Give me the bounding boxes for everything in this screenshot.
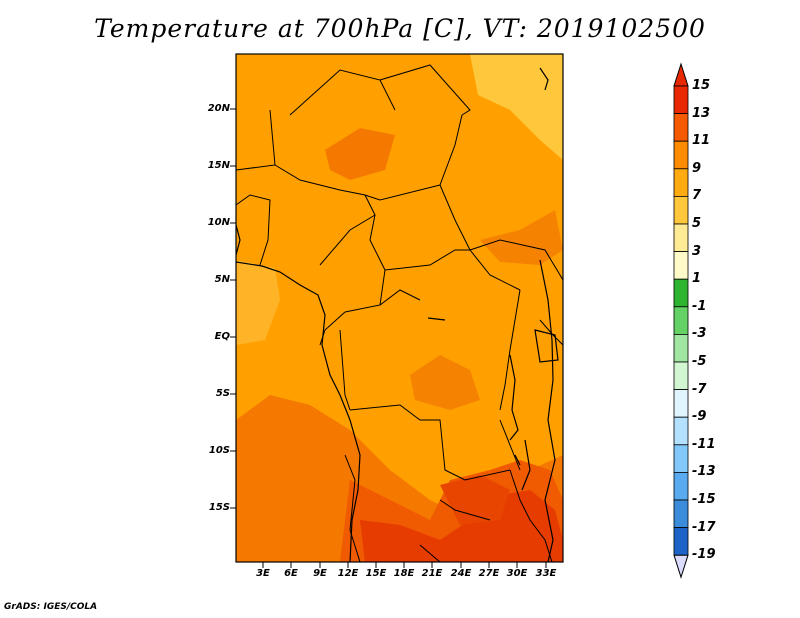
colorbar-label: -15 xyxy=(692,492,716,507)
colorbar-swatch xyxy=(673,113,689,142)
lon-label: 27E xyxy=(478,568,500,579)
colorbar-swatch xyxy=(673,306,689,335)
colorbar-swatch xyxy=(673,416,689,446)
colorbar-swatch xyxy=(673,361,689,391)
lat-label: 5S xyxy=(215,388,230,399)
lon-label: 15E xyxy=(365,568,387,579)
lakes xyxy=(427,67,559,491)
country-borders xyxy=(236,64,563,562)
zone-cool-west-coast xyxy=(236,260,280,345)
colorbar-label: -11 xyxy=(692,436,716,452)
lat-label: 20N xyxy=(207,103,230,114)
lat-label: 15S xyxy=(208,502,230,513)
coastlines xyxy=(236,224,556,562)
colorbar xyxy=(673,62,689,579)
figure-title: Temperature at 700hPa [C], VT: 201910250… xyxy=(94,14,706,43)
zone-cool-northeast xyxy=(470,54,563,160)
colorbar-label: 11 xyxy=(692,133,711,149)
colorbar-label: -19 xyxy=(692,547,716,563)
lon-ticks xyxy=(262,562,547,568)
zone-warm-center xyxy=(410,355,480,410)
colorbar-swatch xyxy=(673,389,689,418)
zone-warm-east xyxy=(480,210,563,265)
colorbar-swatch xyxy=(673,527,689,556)
colorbar-label: 5 xyxy=(692,216,702,231)
colorbar-label: 15 xyxy=(692,78,711,93)
colorbar-label: -7 xyxy=(692,381,707,397)
colorbar-label: -1 xyxy=(692,298,707,314)
colorbar-swatch xyxy=(673,499,689,529)
colorbar-top-cap xyxy=(673,62,689,87)
lon-label: 33E xyxy=(535,568,557,579)
colorbar-label: -5 xyxy=(692,354,707,369)
colorbar-bottom-cap xyxy=(673,554,689,579)
colorbar-swatch xyxy=(673,333,689,363)
lat-label: 15N xyxy=(207,160,230,171)
map-frame xyxy=(235,53,564,563)
colorbar-label: -13 xyxy=(692,464,716,480)
zone-warm-north xyxy=(325,128,395,180)
colorbar-swatch xyxy=(673,278,689,308)
colorbar-swatch xyxy=(673,140,689,170)
lon-label: 21E xyxy=(421,568,443,579)
colorbar-label: 7 xyxy=(692,188,702,204)
lon-label: 3E xyxy=(256,568,270,579)
temperature-map xyxy=(236,54,563,562)
lat-ticks xyxy=(230,108,236,509)
lat-label: EQ xyxy=(214,331,230,342)
colorbar-swatch xyxy=(673,471,689,501)
colorbar-swatch xyxy=(673,168,689,197)
colorbar-swatch xyxy=(673,444,689,473)
lon-label: 12E xyxy=(337,568,359,579)
lon-label: 18E xyxy=(393,568,415,579)
lon-label: 24E xyxy=(450,568,472,579)
colorbar-label: -17 xyxy=(692,519,716,535)
colorbar-label: -3 xyxy=(692,326,707,342)
lat-label: 10N xyxy=(207,217,230,228)
lon-label: 6E xyxy=(284,568,298,579)
zone-hottest-south xyxy=(360,490,563,562)
colorbar-swatch xyxy=(673,85,689,115)
colorbar-swatch xyxy=(673,223,689,253)
zone-hot-southeast xyxy=(440,475,510,525)
colorbar-label: 9 xyxy=(692,160,702,176)
colorbar-label: 3 xyxy=(692,243,702,259)
lon-label: 9E xyxy=(313,568,327,579)
colorbar-label: 1 xyxy=(692,271,702,287)
colorbar-swatch xyxy=(673,195,689,225)
lon-label: 30E xyxy=(506,568,528,579)
lat-label: 10S xyxy=(208,445,230,456)
grads-credit: GrADS: IGES/COLA xyxy=(4,602,98,612)
colorbar-label: 13 xyxy=(692,105,711,121)
colorbar-label: -9 xyxy=(692,409,707,425)
lat-label: 5N xyxy=(214,274,230,285)
colorbar-swatch xyxy=(673,251,689,280)
